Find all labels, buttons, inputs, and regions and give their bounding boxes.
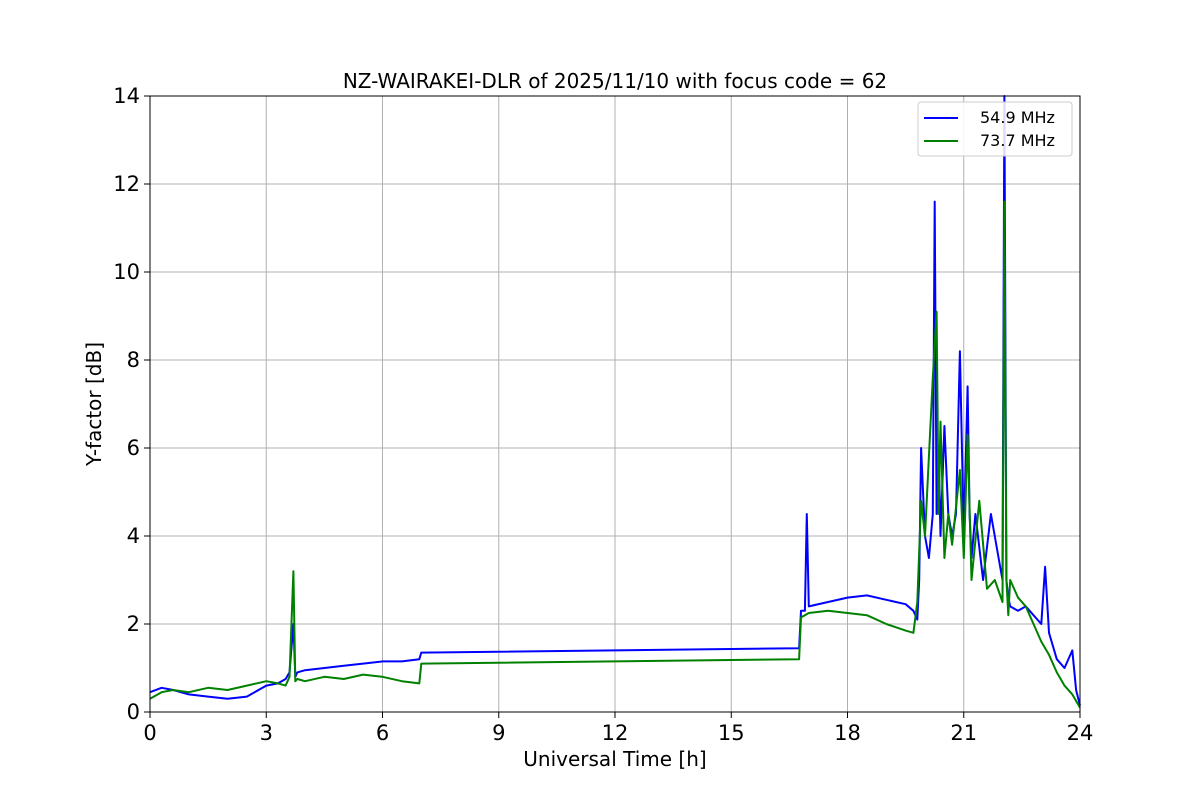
legend-label-73-7: 73.7 MHz: [980, 131, 1055, 150]
x-tick-label: 12: [602, 721, 629, 745]
x-axis-label: Universal Time [h]: [523, 747, 706, 771]
y-tick-label: 8: [127, 348, 140, 372]
grid: [149, 95, 1081, 713]
y-tick-label: 6: [127, 436, 140, 460]
series-line-73-7-mhz: [149, 200, 1081, 709]
legend-box: [917, 101, 1073, 157]
x-tick-label: 24: [1067, 721, 1094, 745]
y-tick-label: 4: [127, 524, 140, 548]
legend-label-54-9: 54.9 MHz: [980, 108, 1055, 127]
x-tick-label: 18: [834, 721, 861, 745]
y-tick-label: 12: [113, 172, 140, 196]
x-tick-label: 0: [143, 721, 156, 745]
x-tick-label: 3: [260, 721, 273, 745]
x-tick-label: 9: [492, 721, 505, 745]
y-axis-label: Y-factor [dB]: [82, 342, 106, 467]
x-tick-label: 21: [950, 721, 977, 745]
y-tick-label: 2: [127, 612, 140, 636]
legend: 54.9 MHz 73.7 MHz: [917, 101, 1073, 157]
x-tick-label: 6: [376, 721, 389, 745]
chart-title: NZ-WAIRAKEI-DLR of 2025/11/10 with focus…: [343, 69, 887, 93]
series-group: [149, 95, 1081, 709]
y-tick-label: 10: [113, 260, 140, 284]
y-tick-label: 14: [113, 84, 140, 108]
y-tick-label: 0: [127, 700, 140, 724]
x-tick-label: 15: [718, 721, 745, 745]
